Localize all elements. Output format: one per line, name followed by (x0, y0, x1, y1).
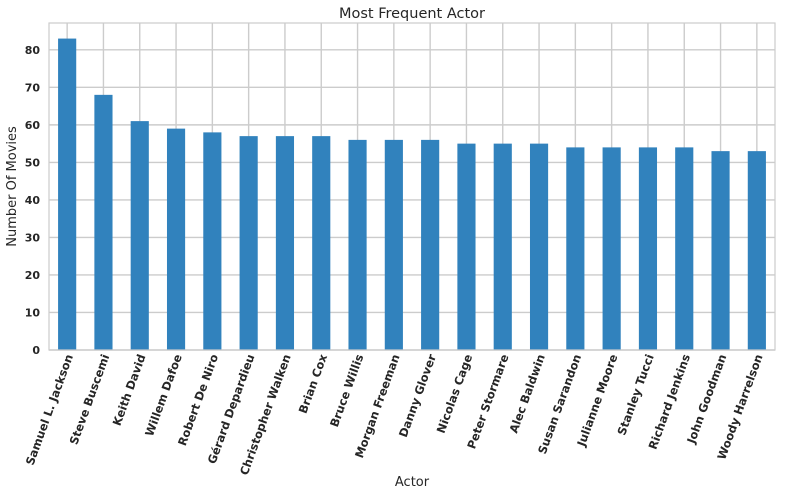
bars (58, 38, 766, 350)
bar (747, 151, 766, 350)
x-tick-label: Samuel L. Jackson (23, 352, 76, 467)
bar (348, 139, 367, 350)
x-tick-label: Nicolas Cage (434, 352, 476, 435)
bar (166, 128, 186, 350)
x-tick-label: Brian Cox (296, 352, 331, 416)
plot-frame (48, 22, 776, 351)
bar (638, 147, 658, 350)
y-tick-label: 50 (25, 156, 41, 169)
bar (203, 132, 222, 350)
bar (493, 143, 512, 350)
bar (421, 139, 440, 350)
bar (94, 94, 113, 350)
bar (130, 121, 149, 350)
chart-title: Most Frequent Actor (339, 6, 485, 22)
y-tick-label: 0 (32, 344, 40, 357)
bar (675, 147, 694, 350)
bar (602, 147, 621, 350)
y-tick-label: 40 (25, 194, 41, 207)
y-tick-label: 10 (25, 306, 41, 319)
bar (58, 38, 77, 350)
x-tick-label: Steve Buscemi (67, 352, 113, 446)
y-tick-label: 20 (25, 269, 41, 282)
bar (457, 143, 476, 350)
bar (711, 151, 730, 350)
y-tick-label: 60 (25, 119, 41, 132)
y-tick-label: 70 (25, 81, 41, 94)
bar (566, 147, 585, 350)
y-tick-label: 80 (25, 44, 41, 57)
bar (275, 136, 295, 350)
x-tick-label: Alec Baldwin (506, 352, 548, 435)
y-axis-label: Number Of Movies (5, 126, 20, 247)
x-tick-label: Stanley Tucci (614, 352, 656, 437)
x-tick-label: Bruce Willis (327, 352, 366, 429)
y-tick-label: 30 (25, 231, 41, 244)
bar (312, 136, 331, 350)
x-tick-label: Willem Dafoe (142, 352, 185, 438)
y-tick-labels: 0 10 20 30 40 50 60 70 80 (25, 44, 41, 357)
bar (239, 136, 258, 350)
x-tick-label: Keith David (110, 352, 149, 427)
grid (49, 23, 775, 351)
x-axis-label: Actor (395, 475, 430, 490)
x-tick-label: Julianne Moore (574, 352, 621, 449)
x-tick-label: Danny Glover (396, 352, 439, 439)
bar (384, 139, 403, 350)
bar (529, 143, 549, 350)
